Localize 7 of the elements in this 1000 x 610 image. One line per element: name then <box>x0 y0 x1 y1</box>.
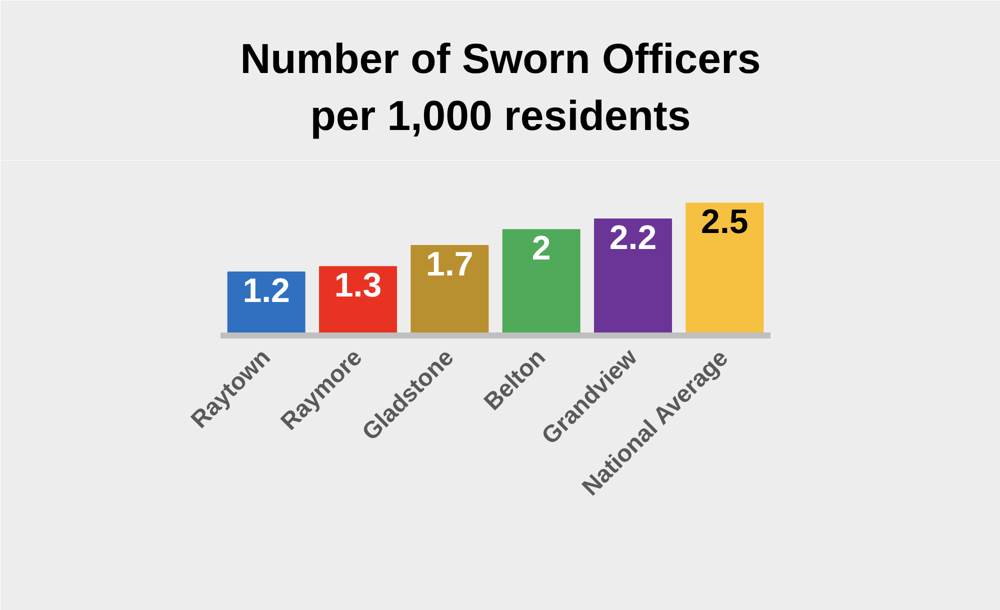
data-label: 1.2 <box>242 272 290 310</box>
data-label: 2.5 <box>701 203 748 242</box>
data-label: 1.3 <box>334 266 382 305</box>
data-label: 2 <box>532 230 551 268</box>
data-label: 1.7 <box>426 246 474 284</box>
chart-title: Number of Sworn Officers per 1,000 residents <box>240 35 761 139</box>
data-label: 2.2 <box>609 219 657 258</box>
